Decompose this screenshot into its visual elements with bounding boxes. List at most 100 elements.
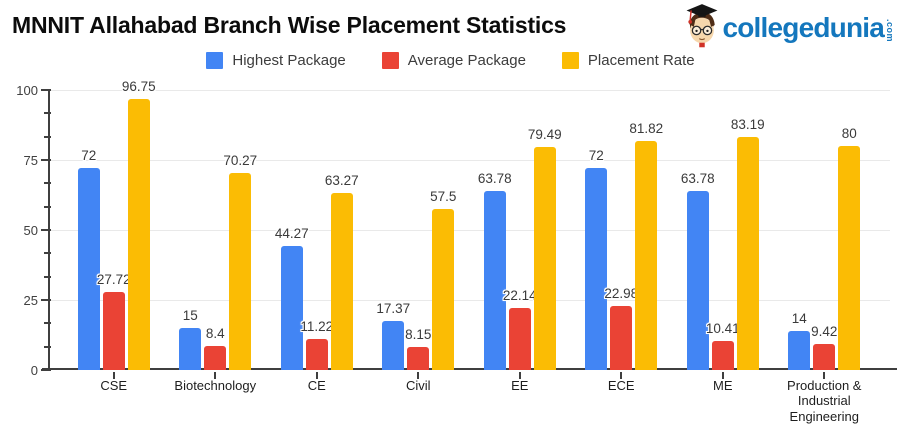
y-axis-label-100: 100	[16, 83, 38, 98]
x-axis-label-civil: Civil	[405, 378, 431, 393]
bar-group-ce: 44.27 11.22 63.27	[266, 90, 368, 379]
y-axis-minor-tick	[44, 252, 51, 255]
bar-value-label: 10.41	[705, 320, 740, 336]
bar-value-label: 27.72	[96, 272, 131, 288]
bar-placement-rate-cse: 96.75	[122, 79, 156, 370]
legend-item-placement-rate: Placement Rate	[561, 52, 695, 69]
bar-value-label: 72	[81, 148, 97, 164]
bar-value-label: 81.82	[629, 120, 664, 136]
bar-placement-rate-biotechnology: 70.27	[223, 153, 257, 370]
legend-item-average-package: Average Package	[381, 52, 526, 69]
bar-value-label: 22.98	[604, 285, 639, 301]
legend-label: Average Package	[407, 52, 526, 69]
gridline-100	[50, 90, 890, 91]
x-axis-tick-cse	[112, 372, 115, 379]
gridline-25	[50, 300, 890, 301]
bar-group-civil: 17.37 8.15 57.5	[368, 90, 470, 379]
bar-value-label: 83.19	[730, 117, 765, 133]
bar-highest-package-me: 63.78	[681, 171, 715, 370]
bar-value-label: 80	[841, 126, 857, 141]
bar-group-me: 63.78 10.41 83.19	[672, 90, 774, 379]
x-axis-tick-me	[721, 372, 724, 379]
bar-highest-package-production-industrial-engineering: 14	[788, 311, 811, 370]
bar-highest-package-ee: 63.78	[478, 171, 512, 370]
x-axis-tick-ee	[518, 372, 521, 379]
bar-value-label: 63.27	[324, 172, 359, 188]
bar-placement-rate-ee: 79.49	[528, 127, 562, 370]
chart-legend: Highest Package Average Package Placement …	[0, 52, 901, 69]
gridline-75	[50, 160, 890, 161]
bar-placement-rate-ce: 63.27	[325, 173, 359, 370]
bar-value-label: 63.78	[680, 171, 715, 187]
collegedunia-logo[interactable]: collegedunia .com	[682, 2, 895, 53]
legend-label: Highest Package	[232, 52, 346, 69]
y-axis-major-tick-75	[41, 159, 51, 161]
y-axis-minor-tick	[44, 322, 51, 325]
bar-value-label: 96.75	[121, 79, 156, 95]
bar-value-label: 70.27	[223, 153, 258, 169]
y-axis-label-50: 50	[23, 223, 38, 238]
bar-highest-package-ce: 44.27	[275, 226, 309, 370]
x-axis-label-production-industrial-engineering: Production & Industrial Engineering	[787, 378, 862, 424]
bar-placement-rate-civil: 57.5	[430, 189, 456, 370]
bar-value-label: 63.78	[477, 171, 512, 187]
gridline-50	[50, 230, 890, 231]
x-axis-labels: CSE Biotechnology CE Civil EE ECE ME Production…	[63, 378, 875, 424]
bar-value-label: 8.4	[205, 326, 225, 342]
x-axis-label-cse: CSE	[100, 378, 128, 393]
bar-average-package-biotechnology: 8.4	[204, 326, 227, 370]
bar-average-package-ece: 22.98	[604, 286, 638, 370]
x-axis-tick-biotechnology	[214, 372, 217, 379]
bar-average-package-ee: 22.14	[503, 288, 537, 370]
bar-value-label: 8.15	[405, 327, 432, 343]
bar-value-label: 72	[588, 148, 604, 164]
legend-item-highest-package: Highest Package	[206, 52, 346, 69]
y-axis-major-tick-0	[41, 369, 51, 371]
bar-placement-rate-production-industrial-engineering: 80	[838, 126, 861, 370]
y-axis-minor-tick	[44, 112, 51, 115]
y-axis-minor-tick	[44, 205, 51, 208]
y-axis-minor-tick	[44, 135, 51, 138]
bar-group-ece: 72 22.98 81.82	[571, 90, 673, 379]
collegedunia-mascot-icon	[682, 2, 722, 53]
legend-label: Placement Rate	[587, 52, 695, 69]
bar-average-package-me: 10.41	[706, 321, 740, 370]
bar-group-biotechnology: 15 8.4 70.27	[165, 90, 267, 379]
bar-average-package-production-industrial-engineering: 9.42	[811, 324, 837, 370]
bar-value-label: 15	[182, 308, 198, 323]
legend-swatch-placement-rate	[561, 52, 579, 69]
bar-highest-package-cse: 72	[77, 148, 100, 370]
bar-value-label: 22.14	[502, 288, 537, 304]
page-title: MNNIT Allahabad Branch Wise Placement St…	[12, 12, 567, 38]
bar-value-label: 79.49	[527, 127, 562, 143]
bar-average-package-civil: 8.15	[405, 327, 431, 370]
legend-swatch-average-package	[381, 52, 399, 69]
bar-value-label: 57.5	[430, 189, 457, 204]
bar-placement-rate-me: 83.19	[731, 117, 765, 370]
bar-value-label: 44.27	[274, 226, 309, 242]
bar-highest-package-biotechnology: 15	[179, 308, 202, 370]
y-axis-label-0: 0	[30, 363, 38, 378]
x-axis-tick-production-industrial-engineering	[823, 372, 826, 379]
x-axis-label-ce: CE	[307, 378, 326, 393]
legend-swatch-highest-package	[206, 52, 224, 69]
collegedunia-logo-tld: .com	[885, 18, 895, 42]
y-axis-minor-tick	[44, 275, 51, 278]
bar-highest-package-civil: 17.37	[376, 301, 410, 370]
x-axis-label-ece: ECE	[607, 378, 635, 393]
y-axis-major-tick-100	[41, 89, 51, 91]
x-axis-label-biotechnology: Biotechnology	[174, 378, 257, 393]
bar-group-production-industrial-engineering: 14 9.42 80	[774, 90, 876, 379]
y-axis-line	[48, 90, 50, 370]
bar-group-cse: 72 27.72 96.75	[63, 79, 165, 379]
bar-value-label: 14	[791, 310, 807, 326]
bar-highest-package-ece: 72	[585, 148, 608, 370]
y-axis-major-tick-50	[41, 229, 51, 231]
y-axis-major-tick-25	[41, 299, 51, 301]
bar-value-label: 9.42	[811, 323, 838, 339]
bar-average-package-ce: 11.22	[300, 319, 333, 370]
x-axis-label-ee: EE	[511, 378, 529, 393]
bar-group-ee: 63.78 22.14 79.49	[469, 90, 571, 379]
y-axis-minor-tick	[44, 182, 51, 185]
bar-value-label: 17.37	[376, 301, 411, 317]
